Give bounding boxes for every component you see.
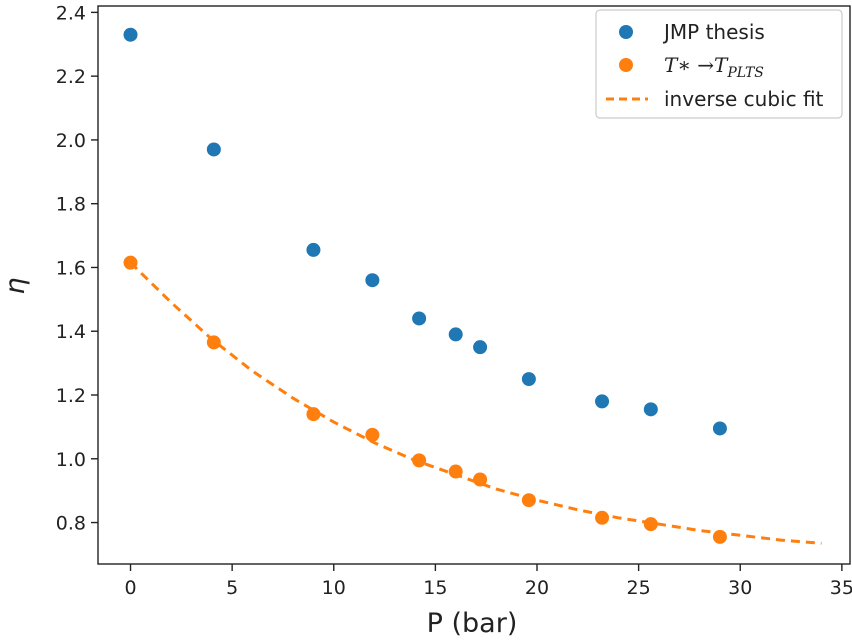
point-series-0 (123, 27, 138, 42)
x-tick-label: 30 (728, 577, 752, 599)
point-series-0 (521, 372, 536, 387)
x-axis-ticks: 0 5 10 15 20 25 30 35 (124, 564, 852, 599)
legend: JMP thesis T∗ →TPLTS inverse cubic fit (595, 9, 843, 119)
legend-frame (595, 9, 843, 119)
point-series-0 (595, 394, 610, 409)
legend-label-plts-sub: PLTS (726, 65, 764, 81)
x-tick-label: 0 (124, 577, 136, 599)
legend-label-plts-main: T∗ →T (664, 53, 729, 77)
y-tick-label: 1.2 (56, 385, 86, 407)
y-tick-label: 1.0 (56, 449, 86, 471)
point-series-1 (521, 493, 536, 508)
point-series-0 (712, 421, 727, 436)
y-tick-label: 0.8 (56, 513, 86, 535)
point-series-1 (712, 529, 727, 544)
y-tick-label: 2.2 (56, 66, 86, 88)
fit-line-2 (129, 261, 822, 545)
point-series-1 (473, 472, 488, 487)
point-series-0 (448, 327, 463, 342)
y-axis-ticks: 0.8 1.0 1.2 1.4 1.6 1.8 2.0 2.2 2.4 (56, 2, 98, 535)
point-series-1 (595, 510, 610, 525)
x-tick-label: 25 (627, 577, 651, 599)
x-tick-label: 10 (322, 577, 346, 599)
y-axis-title: η (0, 277, 31, 294)
plot-frame (97, 5, 851, 565)
y-tick-label: 1.4 (56, 321, 86, 343)
point-series-1 (123, 255, 138, 270)
legend-marker-jmp (619, 25, 633, 39)
point-series-0 (412, 311, 427, 326)
x-tick-label: 20 (525, 577, 549, 599)
legend-label-fit: inverse cubic fit (664, 87, 824, 111)
y-tick-label: 1.8 (56, 194, 86, 216)
x-tick-label: 15 (423, 577, 447, 599)
legend-marker-plts (619, 58, 633, 72)
y-tick-label: 1.6 (56, 257, 86, 279)
point-series-0 (306, 242, 321, 257)
y-tick-label: 2.0 (56, 130, 86, 152)
point-series-1 (643, 517, 658, 532)
y-tick-label: 2.4 (56, 2, 86, 24)
x-tick-label: 5 (226, 577, 238, 599)
point-series-1 (206, 335, 221, 350)
legend-label-plts: T∗ →TPLTS (664, 53, 764, 81)
x-tick-label: 35 (830, 577, 852, 599)
point-series-1 (306, 407, 321, 422)
point-series-1 (448, 464, 463, 479)
legend-label-jmp: JMP thesis (662, 20, 765, 44)
point-series-0 (365, 273, 380, 288)
point-series-1 (412, 453, 427, 468)
point-series-0 (473, 340, 488, 355)
point-series-0 (643, 402, 658, 417)
x-axis-title: P (bar) (427, 608, 518, 639)
series-layer (123, 27, 822, 545)
point-series-1 (365, 427, 380, 442)
point-series-0 (206, 142, 221, 157)
